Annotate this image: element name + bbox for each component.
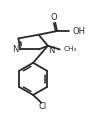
Text: Cl: Cl: [38, 102, 46, 111]
Text: O: O: [51, 13, 58, 22]
Text: N: N: [12, 45, 18, 54]
Text: OH: OH: [73, 27, 86, 36]
Text: CH₃: CH₃: [63, 46, 77, 52]
Text: N: N: [48, 46, 55, 55]
